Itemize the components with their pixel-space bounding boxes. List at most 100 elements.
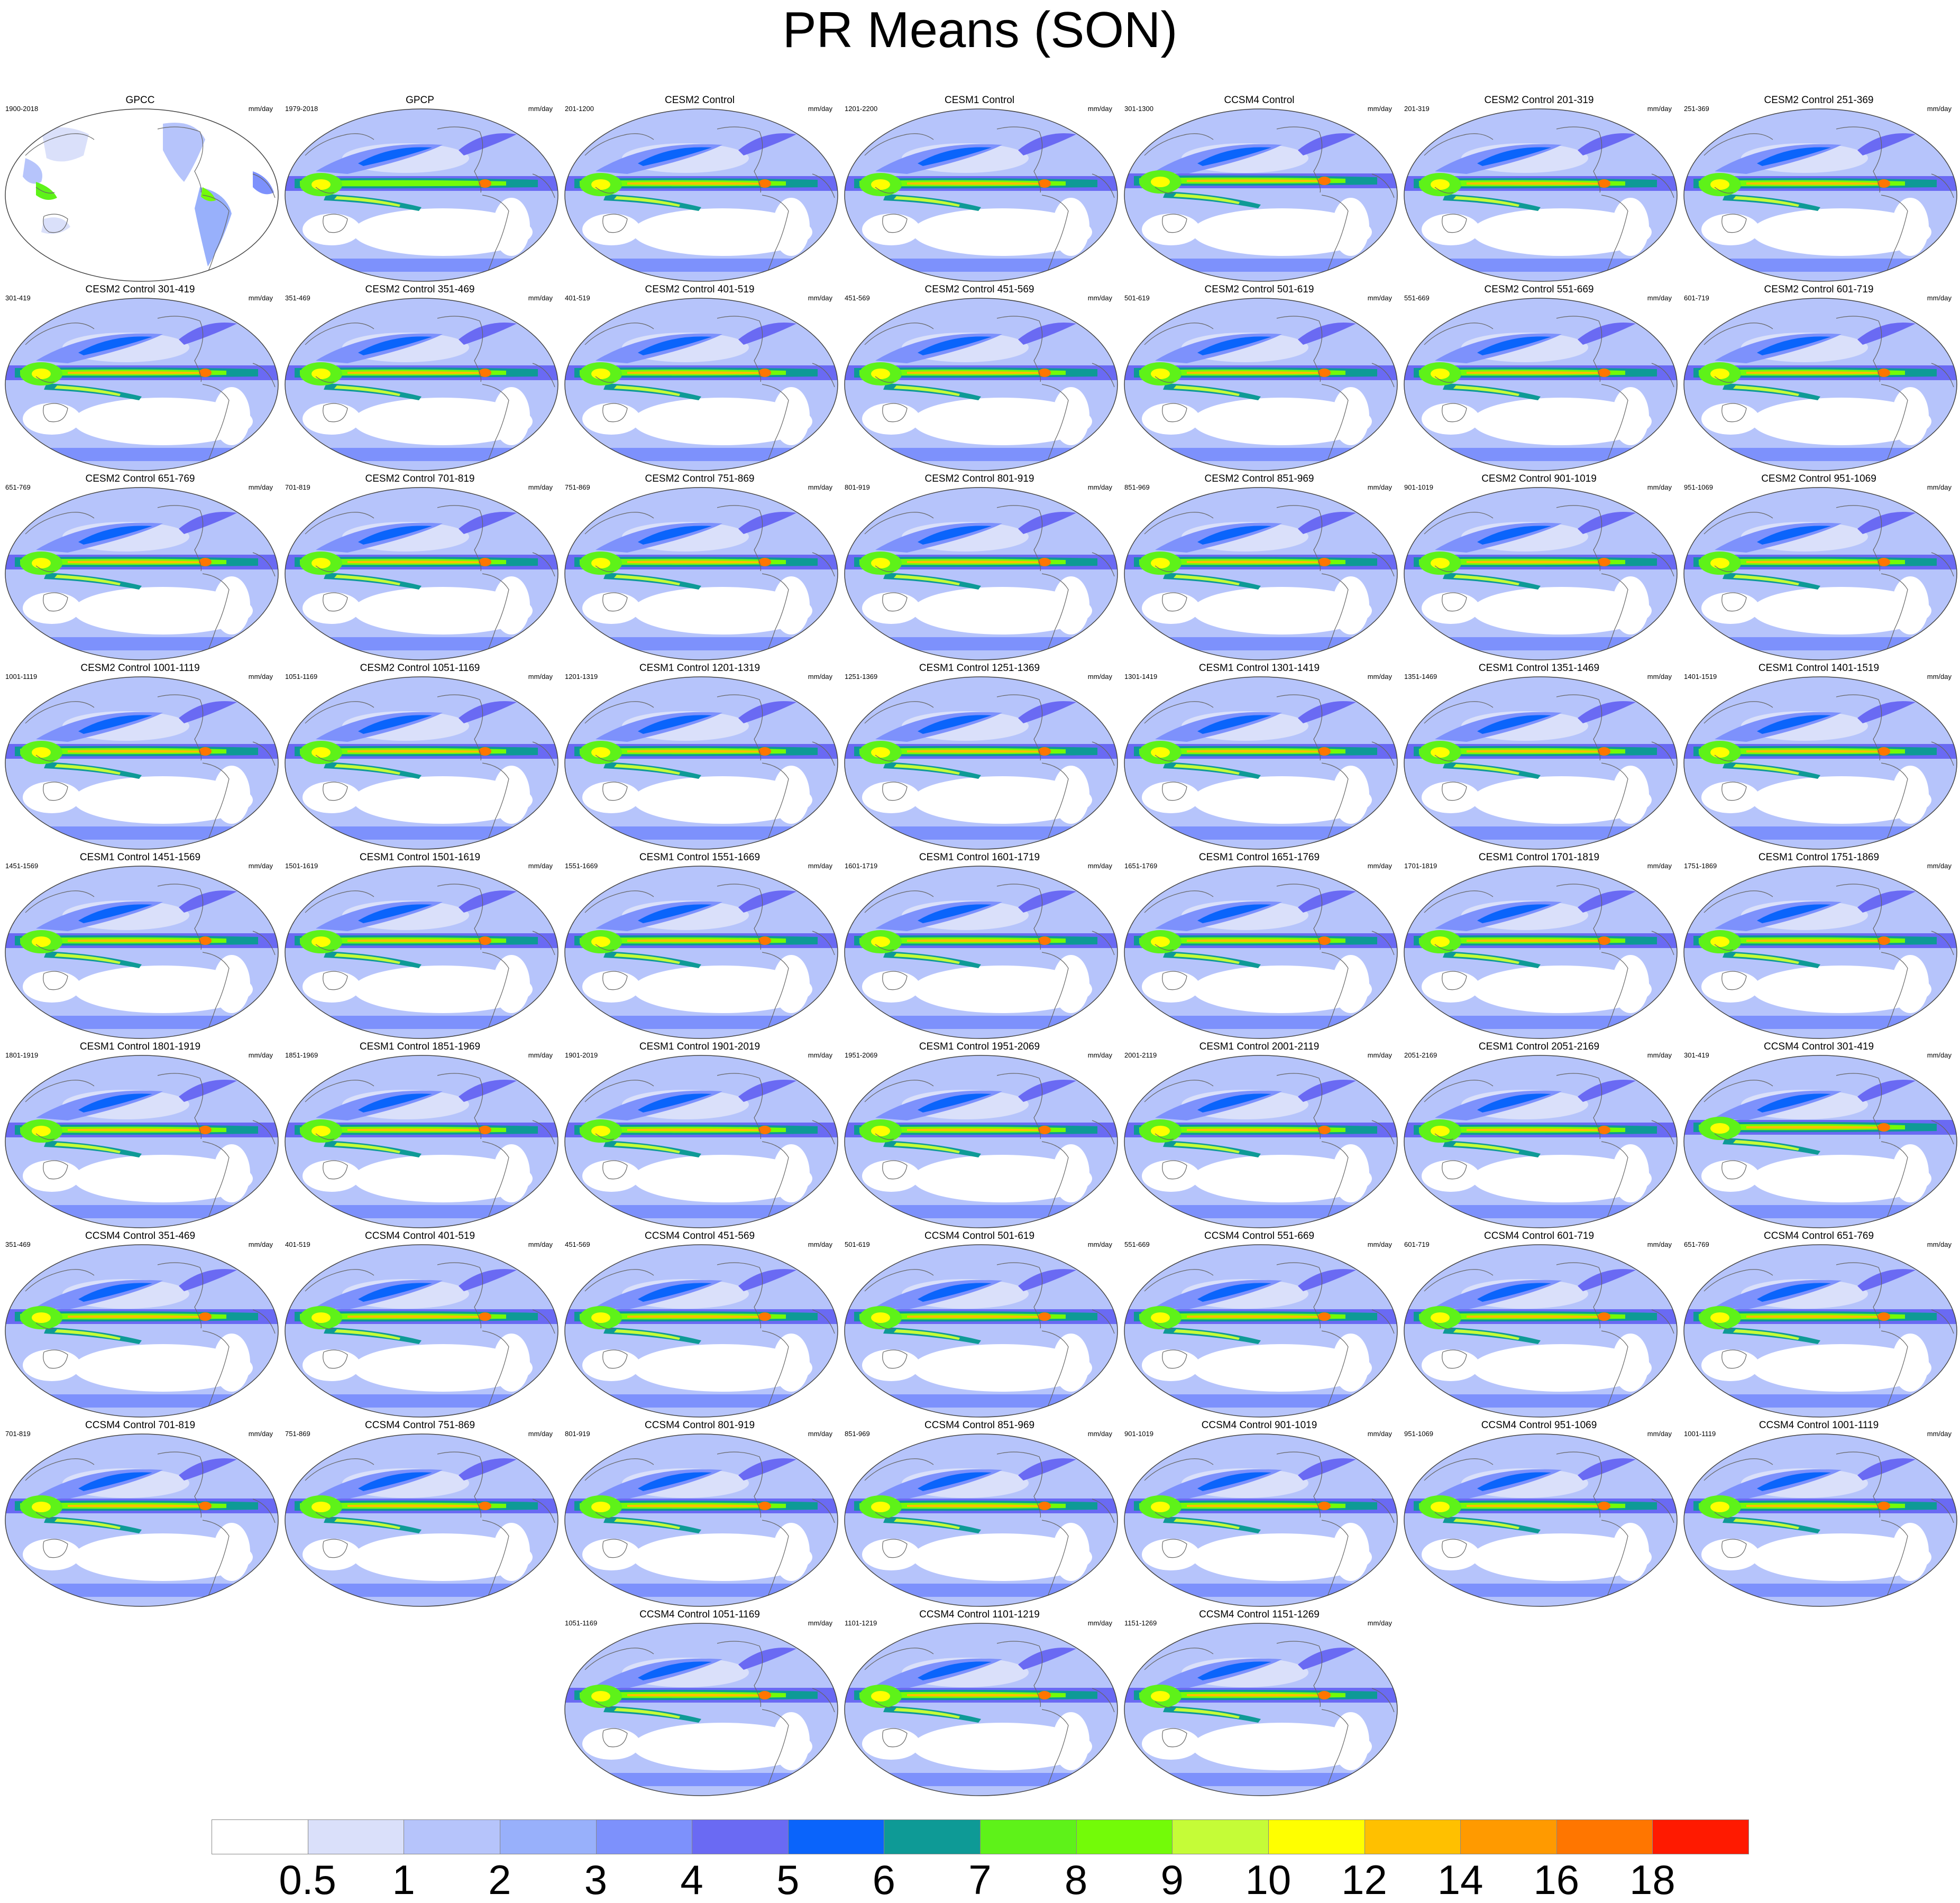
dry-zone-australia: [1701, 1539, 1760, 1570]
coastlines: [1424, 1451, 1674, 1597]
dry-zone-south: [633, 587, 812, 635]
spcz-core: [614, 385, 680, 396]
panel-years: 1201-1319: [565, 673, 598, 681]
dry-zone-atlantic: [1332, 1144, 1369, 1202]
spcz-core: [614, 1329, 680, 1340]
panama-max: [199, 747, 212, 756]
map-panel: CCSM4 Control 701-819 701-819 mm/day: [0, 1419, 280, 1608]
coastlines: [584, 884, 835, 1029]
dry-zone-south: [1472, 1155, 1652, 1202]
panel-years: 1979-2018: [285, 105, 318, 113]
panel-title: CCSM4 Control 701-819: [85, 1420, 196, 1431]
colorbar-label: 2: [488, 1856, 511, 1903]
coastlines: [25, 126, 276, 272]
dry-zone-south: [912, 1155, 1092, 1202]
map-panel: CCSM4 Control 1101-1219 1101-1219 mm/day: [839, 1608, 1120, 1798]
panama-max: [479, 1312, 491, 1321]
dry-zone-australia: [582, 403, 640, 435]
southern-ocean-band: [1404, 448, 1677, 461]
warm-pool-core: [1431, 369, 1450, 379]
colorbar: [212, 1819, 1749, 1854]
panel-units: mm/day: [1367, 673, 1392, 681]
panel-units: mm/day: [1927, 294, 1952, 302]
dry-zone-south: [353, 398, 533, 445]
panel-title: CESM2 Control 601-719: [1764, 284, 1874, 295]
colorbar-box: [307, 1819, 405, 1854]
warm-pool-core: [1431, 1312, 1450, 1323]
dry-zone-south: [912, 398, 1092, 445]
panel-years: 1551-1669: [565, 862, 598, 870]
panama-max: [479, 1502, 491, 1510]
warm-pool-core: [32, 369, 51, 379]
map-outline: [564, 1055, 838, 1228]
panama-max: [1598, 1312, 1610, 1321]
storm-track-atlantic: [1578, 701, 1636, 723]
panel-units: mm/day: [1087, 294, 1112, 302]
dry-zone-south: [1192, 1723, 1372, 1770]
precip-map: [564, 866, 838, 1039]
itcz-max: [1187, 1315, 1330, 1318]
dry-zone-australia: [303, 1160, 361, 1192]
colorbar-label: 5: [776, 1856, 800, 1903]
warm-pool-core: [1710, 1502, 1729, 1512]
itcz-max: [627, 371, 770, 374]
panel-years: 801-919: [565, 1430, 590, 1438]
map-outline: [564, 298, 838, 471]
itcz-max: [1746, 371, 1889, 374]
itcz-max: [1746, 750, 1889, 753]
itcz-max: [1467, 750, 1609, 753]
dry-zone-south: [1752, 587, 1931, 635]
map-panel: CESM2 Control 851-969 851-969 mm/day: [1119, 473, 1399, 662]
dry-zone-atlantic: [213, 576, 250, 635]
map-panel: CESM1 Control 1201-1319 1201-1319 mm/day: [560, 662, 840, 851]
panel-units: mm/day: [1087, 673, 1112, 681]
panel-years: 2001-2119: [1124, 1051, 1157, 1059]
spcz-core: [1174, 1143, 1240, 1153]
panel-units: mm/day: [248, 1240, 273, 1248]
dry-zone-atlantic: [213, 387, 250, 445]
storm-track-core: [638, 526, 712, 545]
map-panel: CESM2 Control 251-369 251-369 mm/day: [1679, 94, 1959, 283]
panel-units: mm/day: [248, 294, 273, 302]
storm-track-core: [1757, 1472, 1831, 1491]
precip-map: [1404, 676, 1678, 850]
storm-track-core: [638, 147, 712, 166]
storm-track-core: [1197, 904, 1271, 923]
southern-ocean-band: [845, 448, 1118, 461]
southern-ocean-band: [285, 448, 558, 461]
southern-ocean-band: [565, 1394, 838, 1408]
map-panel: CESM1 Control 1401-1519 1401-1519 mm/day: [1679, 662, 1959, 851]
warm-pool-core: [871, 179, 890, 190]
precip-map: [1683, 487, 1957, 660]
map-panel: CESM1 Control 1351-1469 1351-1469 mm/day: [1399, 662, 1679, 851]
panel-title: CESM2 Control 201-319: [1484, 95, 1594, 106]
dry-zone-australia: [1142, 1539, 1200, 1570]
warm-pool-core: [312, 747, 331, 758]
storm-track-atlantic: [1298, 1458, 1356, 1481]
dry-zone-south: [1192, 398, 1372, 445]
coastlines: [305, 505, 555, 651]
dry-zone-australia: [303, 1349, 361, 1381]
map-outline: [285, 108, 558, 282]
precip-map: [1683, 1433, 1957, 1607]
panel-title: CESM1 Control 1951-2069: [919, 1041, 1040, 1052]
panel-units: mm/day: [1647, 1240, 1672, 1248]
southern-ocean-band: [285, 1394, 558, 1408]
southern-ocean-band: [1684, 1016, 1957, 1029]
dry-zone-australia: [1422, 1539, 1480, 1570]
panel-units: mm/day: [528, 1240, 553, 1248]
colorbar-label: 18: [1629, 1856, 1675, 1903]
panel-title: CCSM4 Control 901-1019: [1201, 1420, 1317, 1431]
dry-zone-south: [1472, 1344, 1652, 1392]
warm-pool-core: [1151, 177, 1170, 187]
panel-title: CESM2 Control 751-869: [645, 473, 755, 484]
dry-zone-south: [1192, 776, 1372, 824]
panel-years: 951-1069: [1684, 483, 1713, 491]
spcz-core: [1453, 1519, 1519, 1529]
panel-years: 1151-1269: [1124, 1619, 1157, 1627]
map-outline: [285, 487, 558, 660]
panel-title: CESM1 Control 1351-1469: [1478, 663, 1600, 674]
precip-map: [564, 676, 838, 850]
panama-max: [1038, 1312, 1051, 1321]
storm-track-atlantic: [738, 1648, 796, 1670]
